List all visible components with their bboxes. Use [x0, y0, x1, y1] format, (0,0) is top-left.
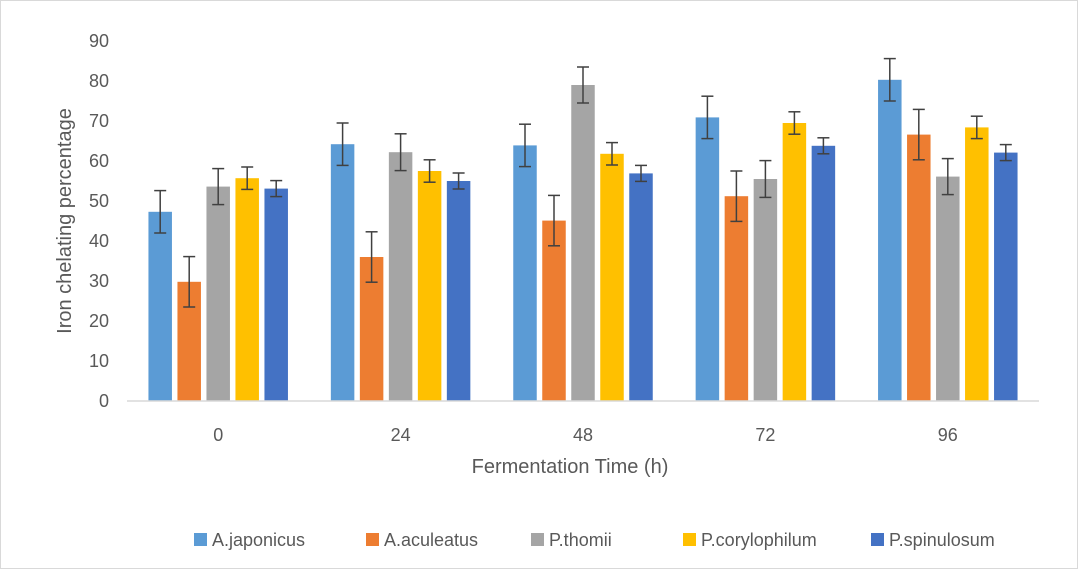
error-bar — [970, 115, 983, 140]
bar-p-corylophilum-24h — [417, 171, 442, 401]
bar-p-spinulosum-96h — [994, 152, 1018, 401]
bar-p-spinulosum-48h — [629, 173, 653, 401]
x-tick-label: 24 — [391, 425, 411, 445]
error-bar — [912, 108, 925, 161]
bar-a-aculeatus-96h — [907, 134, 931, 401]
y-tick-label: 10 — [89, 351, 109, 371]
error-bar — [154, 189, 167, 234]
x-tick-label: 72 — [755, 425, 775, 445]
legend-swatch — [366, 533, 379, 546]
error-bar — [606, 141, 618, 166]
bar-a-aculeatus-48h — [542, 220, 566, 401]
legend-item: A.aculeatus — [366, 530, 478, 550]
bar-p-thomii-0h — [206, 186, 230, 401]
bars — [148, 79, 1018, 402]
error-bar — [241, 166, 254, 191]
legend: A.japonicus A.aculeatus P.thomii P.coryloph… — [194, 530, 995, 550]
error-bar — [999, 143, 1012, 162]
legend-label: P.thomii — [549, 530, 612, 550]
y-tick-label: 0 — [99, 391, 109, 411]
bar-p-spinulosum-0h — [264, 188, 288, 401]
bar-p-thomii-48h — [571, 85, 595, 401]
y-tick-label: 90 — [89, 31, 109, 51]
error-bar — [577, 66, 589, 104]
bar-p-spinulosum-72h — [811, 145, 836, 401]
error-bar — [817, 137, 830, 155]
bar-a-japonicus-48h — [513, 145, 537, 401]
bar-p-thomii-96h — [936, 176, 960, 401]
legend-label: P.corylophilum — [701, 530, 817, 550]
y-tick-label: 40 — [89, 231, 109, 251]
error-bar — [759, 159, 772, 199]
legend-swatch — [871, 533, 884, 546]
bar-a-aculeatus-0h — [177, 281, 201, 401]
y-tick-label: 20 — [89, 311, 109, 331]
error-bar — [365, 231, 378, 283]
error-bar — [701, 95, 714, 140]
y-tick-label: 30 — [89, 271, 109, 291]
y-tick-label: 70 — [89, 111, 109, 131]
bar-p-corylophilum-0h — [235, 178, 259, 401]
error-bar — [270, 179, 283, 198]
error-bars — [154, 57, 1012, 308]
error-bar — [336, 122, 349, 167]
x-axis-ticks: 0 24 48 72 96 — [213, 425, 958, 445]
legend-item: P.corylophilum — [683, 530, 817, 550]
legend-label: A.japonicus — [212, 530, 305, 550]
x-tick-label: 96 — [938, 425, 958, 445]
x-tick-label: 48 — [573, 425, 593, 445]
bar-a-japonicus-96h — [878, 79, 902, 402]
bar-p-thomii-24h — [388, 152, 413, 401]
bar-p-spinulosum-24h — [446, 181, 471, 401]
legend-item: P.thomii — [531, 530, 612, 550]
x-axis-title: Fermentation Time (h) — [472, 456, 669, 478]
error-bar — [730, 170, 743, 223]
y-tick-label: 60 — [89, 151, 109, 171]
bar-p-corylophilum-72h — [782, 123, 807, 401]
y-tick-label: 50 — [89, 191, 109, 211]
error-bar — [941, 157, 954, 196]
error-bar — [519, 123, 531, 168]
y-axis-ticks: 0 10 20 30 40 50 60 70 80 90 — [89, 31, 109, 411]
bar-a-japonicus-24h — [330, 144, 355, 401]
legend-item: A.japonicus — [194, 530, 305, 550]
bar-p-thomii-72h — [753, 179, 778, 401]
bar-a-japonicus-0h — [148, 211, 172, 401]
error-bar — [394, 133, 407, 172]
legend-label: A.aculeatus — [384, 530, 478, 550]
error-bar — [883, 57, 896, 102]
x-tick-label: 0 — [213, 425, 223, 445]
y-tick-label: 80 — [89, 71, 109, 91]
error-bar — [183, 255, 196, 308]
error-bar — [635, 164, 647, 183]
y-axis-title: Iron chelating percentage — [54, 108, 76, 334]
error-bar — [212, 167, 225, 206]
legend-swatch — [194, 533, 207, 546]
error-bar — [423, 159, 436, 183]
bar-p-corylophilum-96h — [965, 127, 989, 402]
error-bar — [788, 111, 801, 135]
bar-p-corylophilum-48h — [600, 153, 624, 401]
bar-a-japonicus-72h — [695, 117, 720, 402]
legend-swatch — [531, 533, 544, 546]
bar-a-aculeatus-24h — [359, 257, 384, 401]
bar-a-aculeatus-72h — [724, 196, 749, 401]
legend-label: P.spinulosum — [889, 530, 995, 550]
legend-item: P.spinulosum — [871, 530, 995, 550]
error-bar — [452, 172, 465, 190]
error-bar — [548, 194, 560, 247]
legend-swatch — [683, 533, 696, 546]
